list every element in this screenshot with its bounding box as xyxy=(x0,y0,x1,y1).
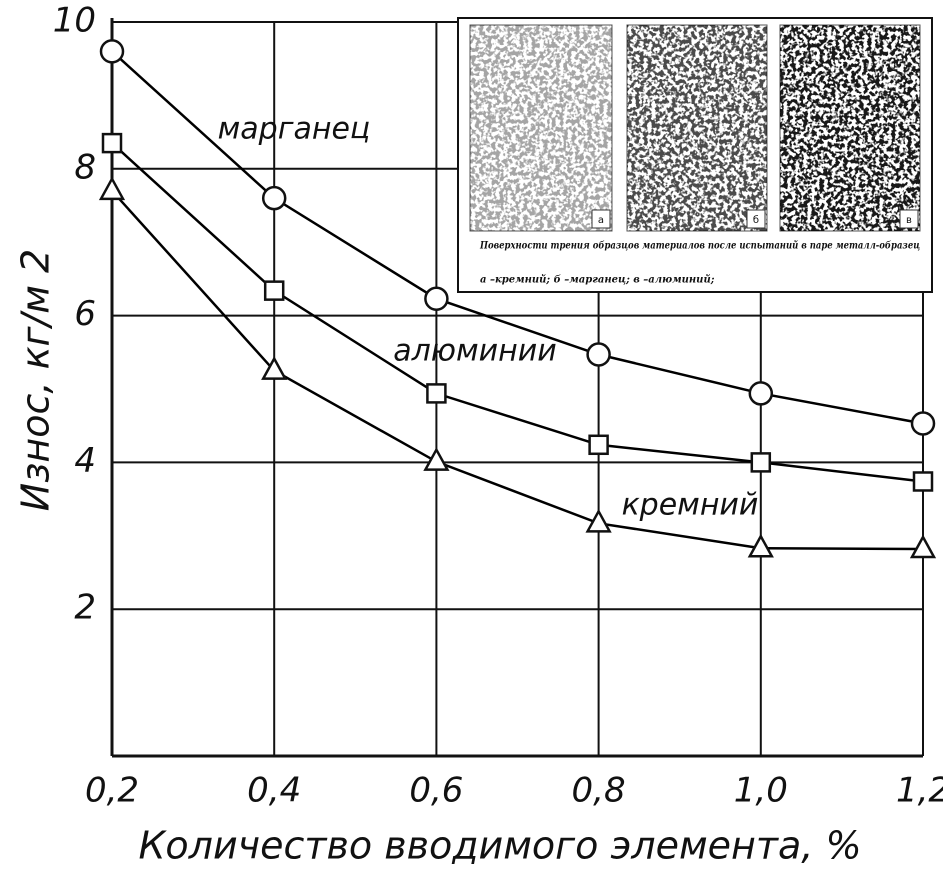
marker xyxy=(99,39,125,64)
y-tick-label: 8 xyxy=(74,147,96,187)
photo-texture xyxy=(780,25,920,231)
photo-texture xyxy=(627,25,767,231)
marker xyxy=(423,447,450,471)
marker xyxy=(98,176,126,201)
y-tick-label: 4 xyxy=(74,441,96,481)
marker xyxy=(261,356,288,380)
marker xyxy=(101,132,123,154)
marker xyxy=(586,342,611,367)
marker xyxy=(909,534,937,559)
panel-label: в xyxy=(906,215,912,226)
y-tick-label: 2 xyxy=(74,588,96,628)
marker xyxy=(588,434,609,456)
panel-tag xyxy=(899,209,919,229)
y-tick-label: 10 xyxy=(53,1,96,41)
panel-tag xyxy=(591,209,611,229)
panel-label: а xyxy=(598,215,604,226)
series-line xyxy=(111,142,924,483)
series-label: алюминии xyxy=(393,334,557,369)
x-axis-title: Количество вводимого элемента, % xyxy=(138,824,861,868)
x-tick-label: 0,4 xyxy=(247,771,301,811)
marker xyxy=(748,381,774,406)
series-label: кремний xyxy=(622,488,759,523)
marker xyxy=(426,383,447,404)
marker xyxy=(912,471,934,492)
marker xyxy=(424,286,449,311)
y-tick-label: 6 xyxy=(74,294,96,334)
photo-texture xyxy=(470,25,612,231)
panel-tag xyxy=(746,209,766,229)
marker xyxy=(747,533,774,558)
x-tick-label: 0,2 xyxy=(85,771,139,811)
x-tick-label: 0,8 xyxy=(572,771,626,811)
inset-legend: а –кремний; б –марганец; в –алюминий; xyxy=(480,275,715,286)
x-tick-label: 1,2 xyxy=(896,771,943,811)
series-label: марганец xyxy=(218,112,371,147)
y-axis-title: Износ, кг/м 2 xyxy=(14,249,58,511)
inset: а б в Поверхности трения образцов матери… xyxy=(457,17,933,293)
marker xyxy=(750,452,772,473)
series-line xyxy=(111,189,924,551)
x-tick-label: 0,6 xyxy=(409,771,463,811)
marker xyxy=(585,508,612,533)
panel-label: б xyxy=(753,215,759,226)
series-line xyxy=(111,50,924,425)
marker xyxy=(263,280,285,301)
marker xyxy=(261,185,287,211)
marker xyxy=(910,411,936,436)
x-tick-label: 1,0 xyxy=(734,771,788,811)
inset-caption: Поверхности трения образцов материалов п… xyxy=(479,241,920,252)
